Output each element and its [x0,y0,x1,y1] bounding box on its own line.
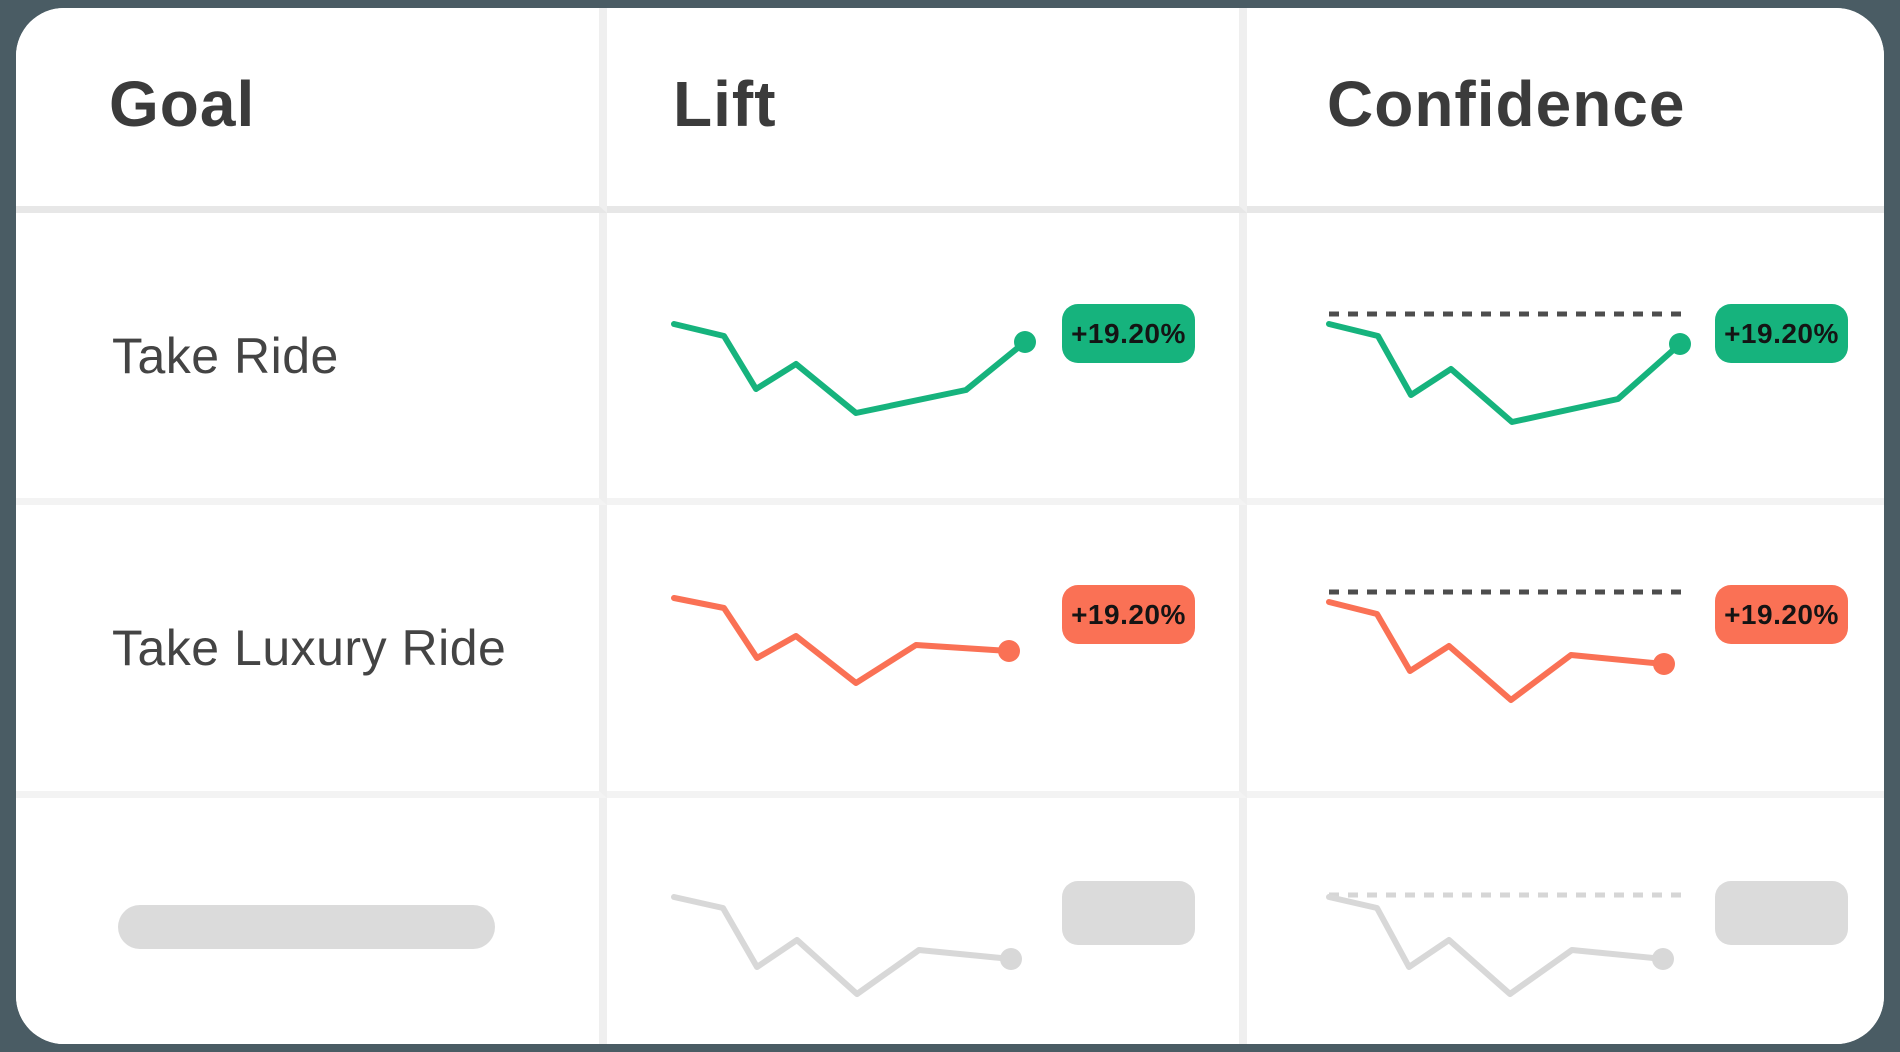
table-row-take-luxury-ride-lift-cell: +19.20% [607,505,1247,798]
table-row-loading-confidence-cell [1247,798,1884,1044]
lift-value-badge: +19.20% [1062,585,1195,644]
goal-label-skeleton [118,905,495,949]
confidence-value-badge: +19.20% [1715,585,1848,644]
lift-value-label: +19.20% [1071,317,1186,349]
lift-sparkline-skeleton [671,894,1022,997]
column-header-lift-label: Lift [673,68,777,141]
lift-value-label: +19.20% [1071,598,1186,630]
table-row-take-ride-confidence-cell: +19.20% [1247,213,1884,505]
table-row-loading-lift-cell [607,798,1247,1044]
goal-label: Take Luxury Ride [112,620,507,676]
column-header-confidence-label: Confidence [1327,68,1686,141]
column-header-lift: Lift [607,8,1247,213]
confidence-value-label: +19.20% [1724,598,1839,630]
results-table: Goal Lift Confidence Take Ride +19.20% +… [16,8,1884,1044]
confidence-value-badge-skeleton [1715,881,1848,945]
table-row-take-ride-goal-cell[interactable]: Take Ride [16,213,607,505]
confidence-sparkline [1326,311,1691,425]
goal-label: Take Ride [112,327,339,384]
lift-sparkline [671,321,1036,416]
table-row-take-ride-lift-cell: +19.20% [607,213,1247,505]
confidence-value-label: +19.20% [1724,317,1839,349]
lift-sparkline [671,595,1020,686]
table-row-loading-goal-cell [16,798,607,1044]
confidence-value-badge: +19.20% [1715,304,1848,363]
column-header-goal-label: Goal [109,68,256,141]
confidence-sparkline [1326,589,1685,703]
column-header-confidence: Confidence [1247,8,1884,213]
experiment-results-card: Goal Lift Confidence Take Ride +19.20% +… [16,8,1884,1044]
confidence-sparkline-skeleton [1326,892,1685,997]
table-row-take-luxury-ride-confidence-cell: +19.20% [1247,505,1884,798]
table-row-take-luxury-ride-goal-cell[interactable]: Take Luxury Ride [16,505,607,798]
column-header-goal: Goal [16,8,607,213]
lift-value-badge: +19.20% [1062,304,1195,363]
lift-value-badge-skeleton [1062,881,1195,945]
